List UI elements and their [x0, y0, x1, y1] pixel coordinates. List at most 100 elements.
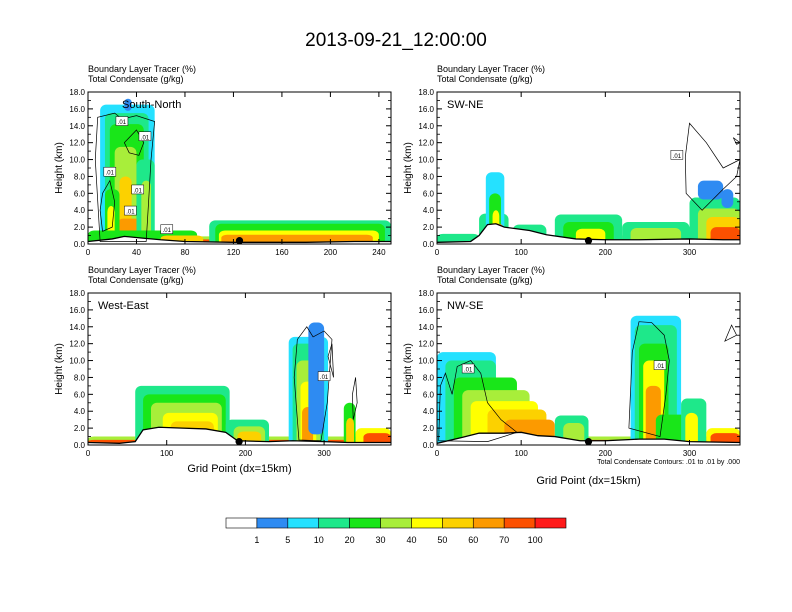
- panel-label: West-East: [98, 300, 149, 312]
- contour-label-box: [124, 205, 137, 216]
- contour-label-box: [131, 184, 144, 195]
- y-tick-label: 6.0: [74, 390, 86, 399]
- tracer-shade: [141, 180, 152, 240]
- colorbar-label: 100: [528, 535, 543, 545]
- x-tick-label: 300: [683, 449, 697, 458]
- contour-label-box: [461, 363, 475, 374]
- x-tick-label: 80: [181, 248, 190, 257]
- tracer-shade: [721, 189, 734, 208]
- west-east-panel: Boundary Layer Tracer (%)Total Condensat…: [54, 265, 392, 458]
- y-tick-label: 8.0: [423, 172, 435, 181]
- contour-label-box: [138, 131, 152, 142]
- contour-label: .01: [106, 171, 115, 177]
- terrain-fill: [437, 432, 740, 445]
- colorbar-swatch: [411, 517, 443, 529]
- colorbar-swatch: [380, 517, 412, 529]
- contour-label-box: [670, 150, 684, 160]
- condensate-contour: [732, 137, 740, 145]
- contour-note: Total Condensate Contours: .01 to .01 by…: [597, 459, 740, 466]
- tracer-shade: [685, 412, 698, 445]
- x-tick-label: 100: [514, 248, 528, 257]
- y-tick-label: 2.0: [74, 223, 86, 232]
- condensate-contour: [99, 179, 116, 232]
- field-label-condensate: Total Condensate (g/kg): [88, 275, 184, 285]
- field-label-condensate: Total Condensate (g/kg): [88, 74, 184, 84]
- y-tick-label: 18.0: [69, 88, 85, 97]
- colorbar-label: 30: [376, 535, 386, 545]
- y-tick-label: 14.0: [69, 122, 85, 131]
- terrain-line: [437, 431, 740, 444]
- y-tick-label: 14.0: [418, 122, 434, 131]
- x-axis-title-left: Grid Point (dx=15km): [187, 463, 291, 475]
- y-tick-label: 16.0: [69, 306, 85, 315]
- condensate-contour: [352, 377, 358, 420]
- condensate-contour: [94, 112, 156, 242]
- field-label-tracer: Boundary Layer Tracer (%): [437, 265, 545, 275]
- colorbar-label: 5: [285, 535, 290, 545]
- field-label-condensate: Total Condensate (g/kg): [437, 275, 533, 285]
- y-tick-label: 2.0: [423, 223, 435, 232]
- contour-label: .01: [126, 210, 135, 216]
- colorbar-swatch: [349, 517, 381, 529]
- contour-label: .01: [118, 120, 127, 126]
- y-tick-label: 18.0: [418, 289, 434, 298]
- y-tick-label: 16.0: [418, 105, 434, 114]
- location-marker: [235, 438, 243, 445]
- tracer-shade: [308, 322, 325, 435]
- panel-label: South-North: [122, 99, 181, 111]
- y-tick-label: 0.0: [423, 240, 435, 249]
- y-tick-label: 4.0: [74, 206, 86, 215]
- colorbar-swatch: [287, 517, 320, 529]
- x-tick-label: 200: [599, 248, 613, 257]
- y-tick-label: 6.0: [74, 189, 86, 198]
- y-tick-label: 12.0: [418, 139, 434, 148]
- y-tick-label: 8.0: [74, 172, 86, 181]
- x-tick-label: 120: [227, 248, 241, 257]
- shading-layer: .01 .01: [437, 315, 740, 445]
- colorbar-label: 40: [406, 535, 416, 545]
- south-north-panel: Boundary Layer Tracer (%)Total Condensat…: [54, 64, 392, 257]
- x-tick-label: 200: [239, 449, 253, 458]
- tracer-shade: [655, 414, 690, 445]
- y-tick-label: 14.0: [418, 323, 434, 332]
- colorbar-swatch: [472, 517, 505, 529]
- y-tick-label: 2.0: [423, 424, 435, 433]
- shading-layer: .01 .01 .01 .01 .01 .01: [88, 98, 391, 244]
- terrain-line: [437, 223, 740, 243]
- y-tick-label: 2.0: [74, 424, 86, 433]
- y-tick-label: 16.0: [69, 105, 85, 114]
- y-tick-label: 8.0: [423, 373, 435, 382]
- colorbar-swatch: [442, 517, 474, 529]
- contour-label: .01: [134, 188, 143, 194]
- tracer-shade: [697, 180, 724, 200]
- field-label-condensate: Total Condensate (g/kg): [437, 74, 533, 84]
- y-tick-label: 10.0: [418, 156, 434, 165]
- contour-label: .01: [464, 368, 473, 374]
- terrain-line: [88, 426, 391, 444]
- x-tick-label: 200: [324, 248, 338, 257]
- location-marker: [584, 237, 593, 244]
- field-label-tracer: Boundary Layer Tracer (%): [437, 64, 545, 74]
- colorbar-label: 70: [499, 535, 509, 545]
- x-tick-label: 0: [435, 248, 440, 257]
- x-tick-label: 0: [86, 248, 91, 257]
- y-axis-title: Height (km): [54, 142, 65, 194]
- y-tick-label: 16.0: [418, 306, 434, 315]
- tracer-shade: [124, 98, 132, 111]
- nw-se-panel: Boundary Layer Tracer (%)Total Condensat…: [403, 265, 741, 458]
- colorbar-swatch: [318, 517, 350, 529]
- shading-layer: .01: [88, 322, 391, 445]
- condensate-contour: [293, 326, 333, 442]
- y-axis-title: Height (km): [403, 343, 414, 395]
- y-tick-label: 10.0: [69, 357, 85, 366]
- colorbar-swatch: [225, 517, 258, 529]
- condensate-contour: [724, 324, 738, 342]
- condensate-contour: [438, 360, 518, 442]
- panel-label: NW-SE: [447, 300, 483, 312]
- x-axis-title-right: Grid Point (dx=15km): [536, 475, 640, 487]
- terrain-fill: [88, 427, 391, 445]
- contour-label: .01: [673, 154, 682, 160]
- contour-label-box: [317, 371, 331, 381]
- colorbar-swatch: [503, 517, 536, 529]
